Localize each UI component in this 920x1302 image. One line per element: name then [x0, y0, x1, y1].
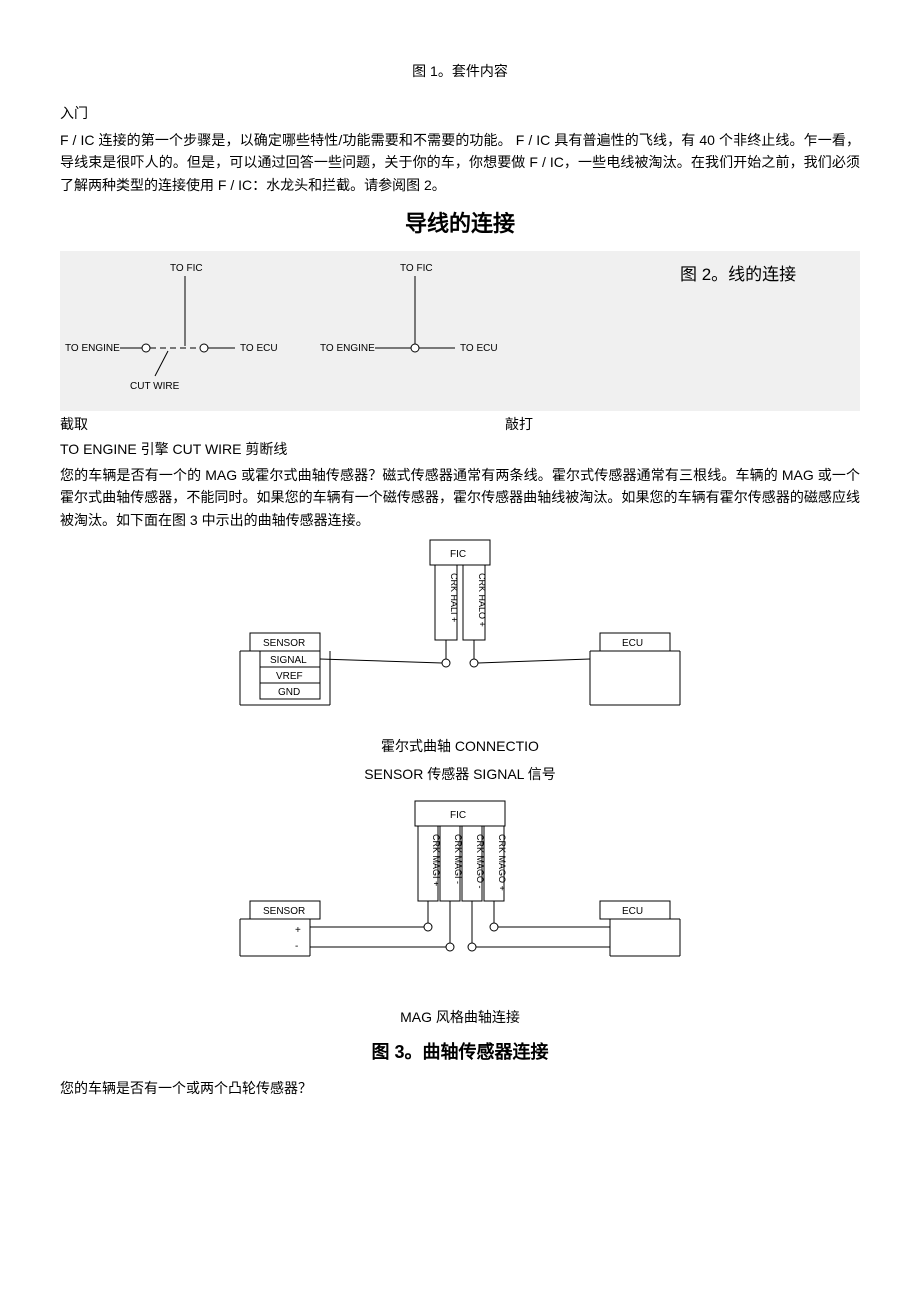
node-icon	[411, 344, 419, 352]
mag-caption-block: MAG 风格曲轴连接	[60, 1006, 860, 1028]
crk-hali-plus-label: CRK HALI +	[449, 573, 459, 622]
crk-mago-minus-label: CRK MAGO -	[475, 834, 485, 889]
legend-engine-cut: TO ENGINE 引擎 CUT WIRE 剪断线	[60, 438, 860, 460]
node-icon	[142, 344, 150, 352]
hall-diagram-wrap: FIC CRK HALI + CRK HALO + SENSOR SIGNAL …	[60, 535, 860, 725]
vref-label: VREF	[276, 671, 303, 682]
minus-label: -	[295, 941, 298, 952]
hall-caption-line1: 霍尔式曲轴 CONNECTIO	[60, 735, 860, 757]
intro-paragraph: F / IC 连接的第一个步骤是，以确定哪些特性/功能需要和不需要的功能。 F …	[60, 129, 860, 196]
fig2-bottom-captions: 截取 敲打	[60, 413, 860, 435]
signal-label: SIGNAL	[270, 655, 307, 666]
node-icon	[200, 344, 208, 352]
node-icon	[470, 659, 478, 667]
label-to-fic-right: TO FIC	[400, 263, 433, 274]
mag-diagram-svg: FIC CRK MAGI + CRK MAGI - CRK MAGO - CRK…	[200, 796, 720, 996]
wire-connection-title: 导线的连接	[60, 206, 860, 241]
intro-heading: 入门	[60, 102, 860, 124]
ecu-label: ECU	[622, 638, 643, 649]
sensor-label: SENSOR	[263, 638, 305, 649]
line	[155, 351, 168, 376]
node-icon	[424, 923, 432, 931]
cam-question: 您的车辆是否有一个或两个凸轮传感器？	[60, 1077, 860, 1099]
crk-magi-minus-label: CRK MAGI -	[453, 834, 463, 884]
hall-caption-line2: SENSOR 传感器 SIGNAL 信号	[60, 763, 860, 785]
mag-diagram-wrap: FIC CRK MAGI + CRK MAGI - CRK MAGO - CRK…	[60, 796, 860, 996]
label-to-engine-right: TO ENGINE	[320, 343, 375, 354]
label-to-ecu-left: TO ECU	[240, 343, 278, 354]
fig3-title: 图 3。曲轴传感器连接	[60, 1038, 860, 1067]
hall-diagram-svg: FIC CRK HALI + CRK HALO + SENSOR SIGNAL …	[200, 535, 720, 725]
node-icon	[490, 923, 498, 931]
line	[320, 659, 442, 663]
crk-magi-plus-label: CRK MAGI +	[431, 834, 441, 886]
label-to-ecu-right: TO ECU	[460, 343, 498, 354]
node-icon	[446, 943, 454, 951]
hall-caption-block: 霍尔式曲轴 CONNECTIO SENSOR 传感器 SIGNAL 信号	[60, 735, 860, 786]
fic-label: FIC	[450, 549, 466, 560]
fig2-diagram-area: TO FIC TO ENGINE TO ECU CUT WIRE TO FIC …	[60, 251, 670, 411]
ecu-label: ECU	[622, 906, 643, 917]
node-icon	[442, 659, 450, 667]
label-to-fic-left: TO FIC	[170, 263, 203, 274]
crank-paragraph: 您的车辆是否有一个的 MAG 或霍尔式曲轴传感器？磁式传感器通常有两条线。霍尔式…	[60, 464, 860, 531]
caption-intercept: 截取	[60, 413, 415, 435]
line	[478, 659, 590, 663]
mag-caption: MAG 风格曲轴连接	[60, 1006, 860, 1028]
fig2-side-caption: 图 2。线的连接	[670, 251, 860, 411]
crk-halo-plus-label: CRK HALO +	[477, 573, 487, 627]
gnd-label: GND	[278, 687, 300, 698]
fig1-caption: 图 1。套件内容	[60, 60, 860, 82]
label-to-engine-left: TO ENGINE	[65, 343, 120, 354]
node-icon	[468, 943, 476, 951]
label-cut-wire: CUT WIRE	[130, 381, 180, 392]
crk-mago-plus-label: CRK MAGO +	[497, 834, 507, 891]
plus-label: +	[295, 925, 301, 936]
fig2-container: TO FIC TO ENGINE TO ECU CUT WIRE TO FIC …	[60, 251, 860, 411]
caption-tap: 敲打	[415, 413, 860, 435]
fig2-svg: TO FIC TO ENGINE TO ECU CUT WIRE TO FIC …	[60, 251, 540, 411]
fic-label: FIC	[450, 810, 466, 821]
sensor-label: SENSOR	[263, 906, 305, 917]
